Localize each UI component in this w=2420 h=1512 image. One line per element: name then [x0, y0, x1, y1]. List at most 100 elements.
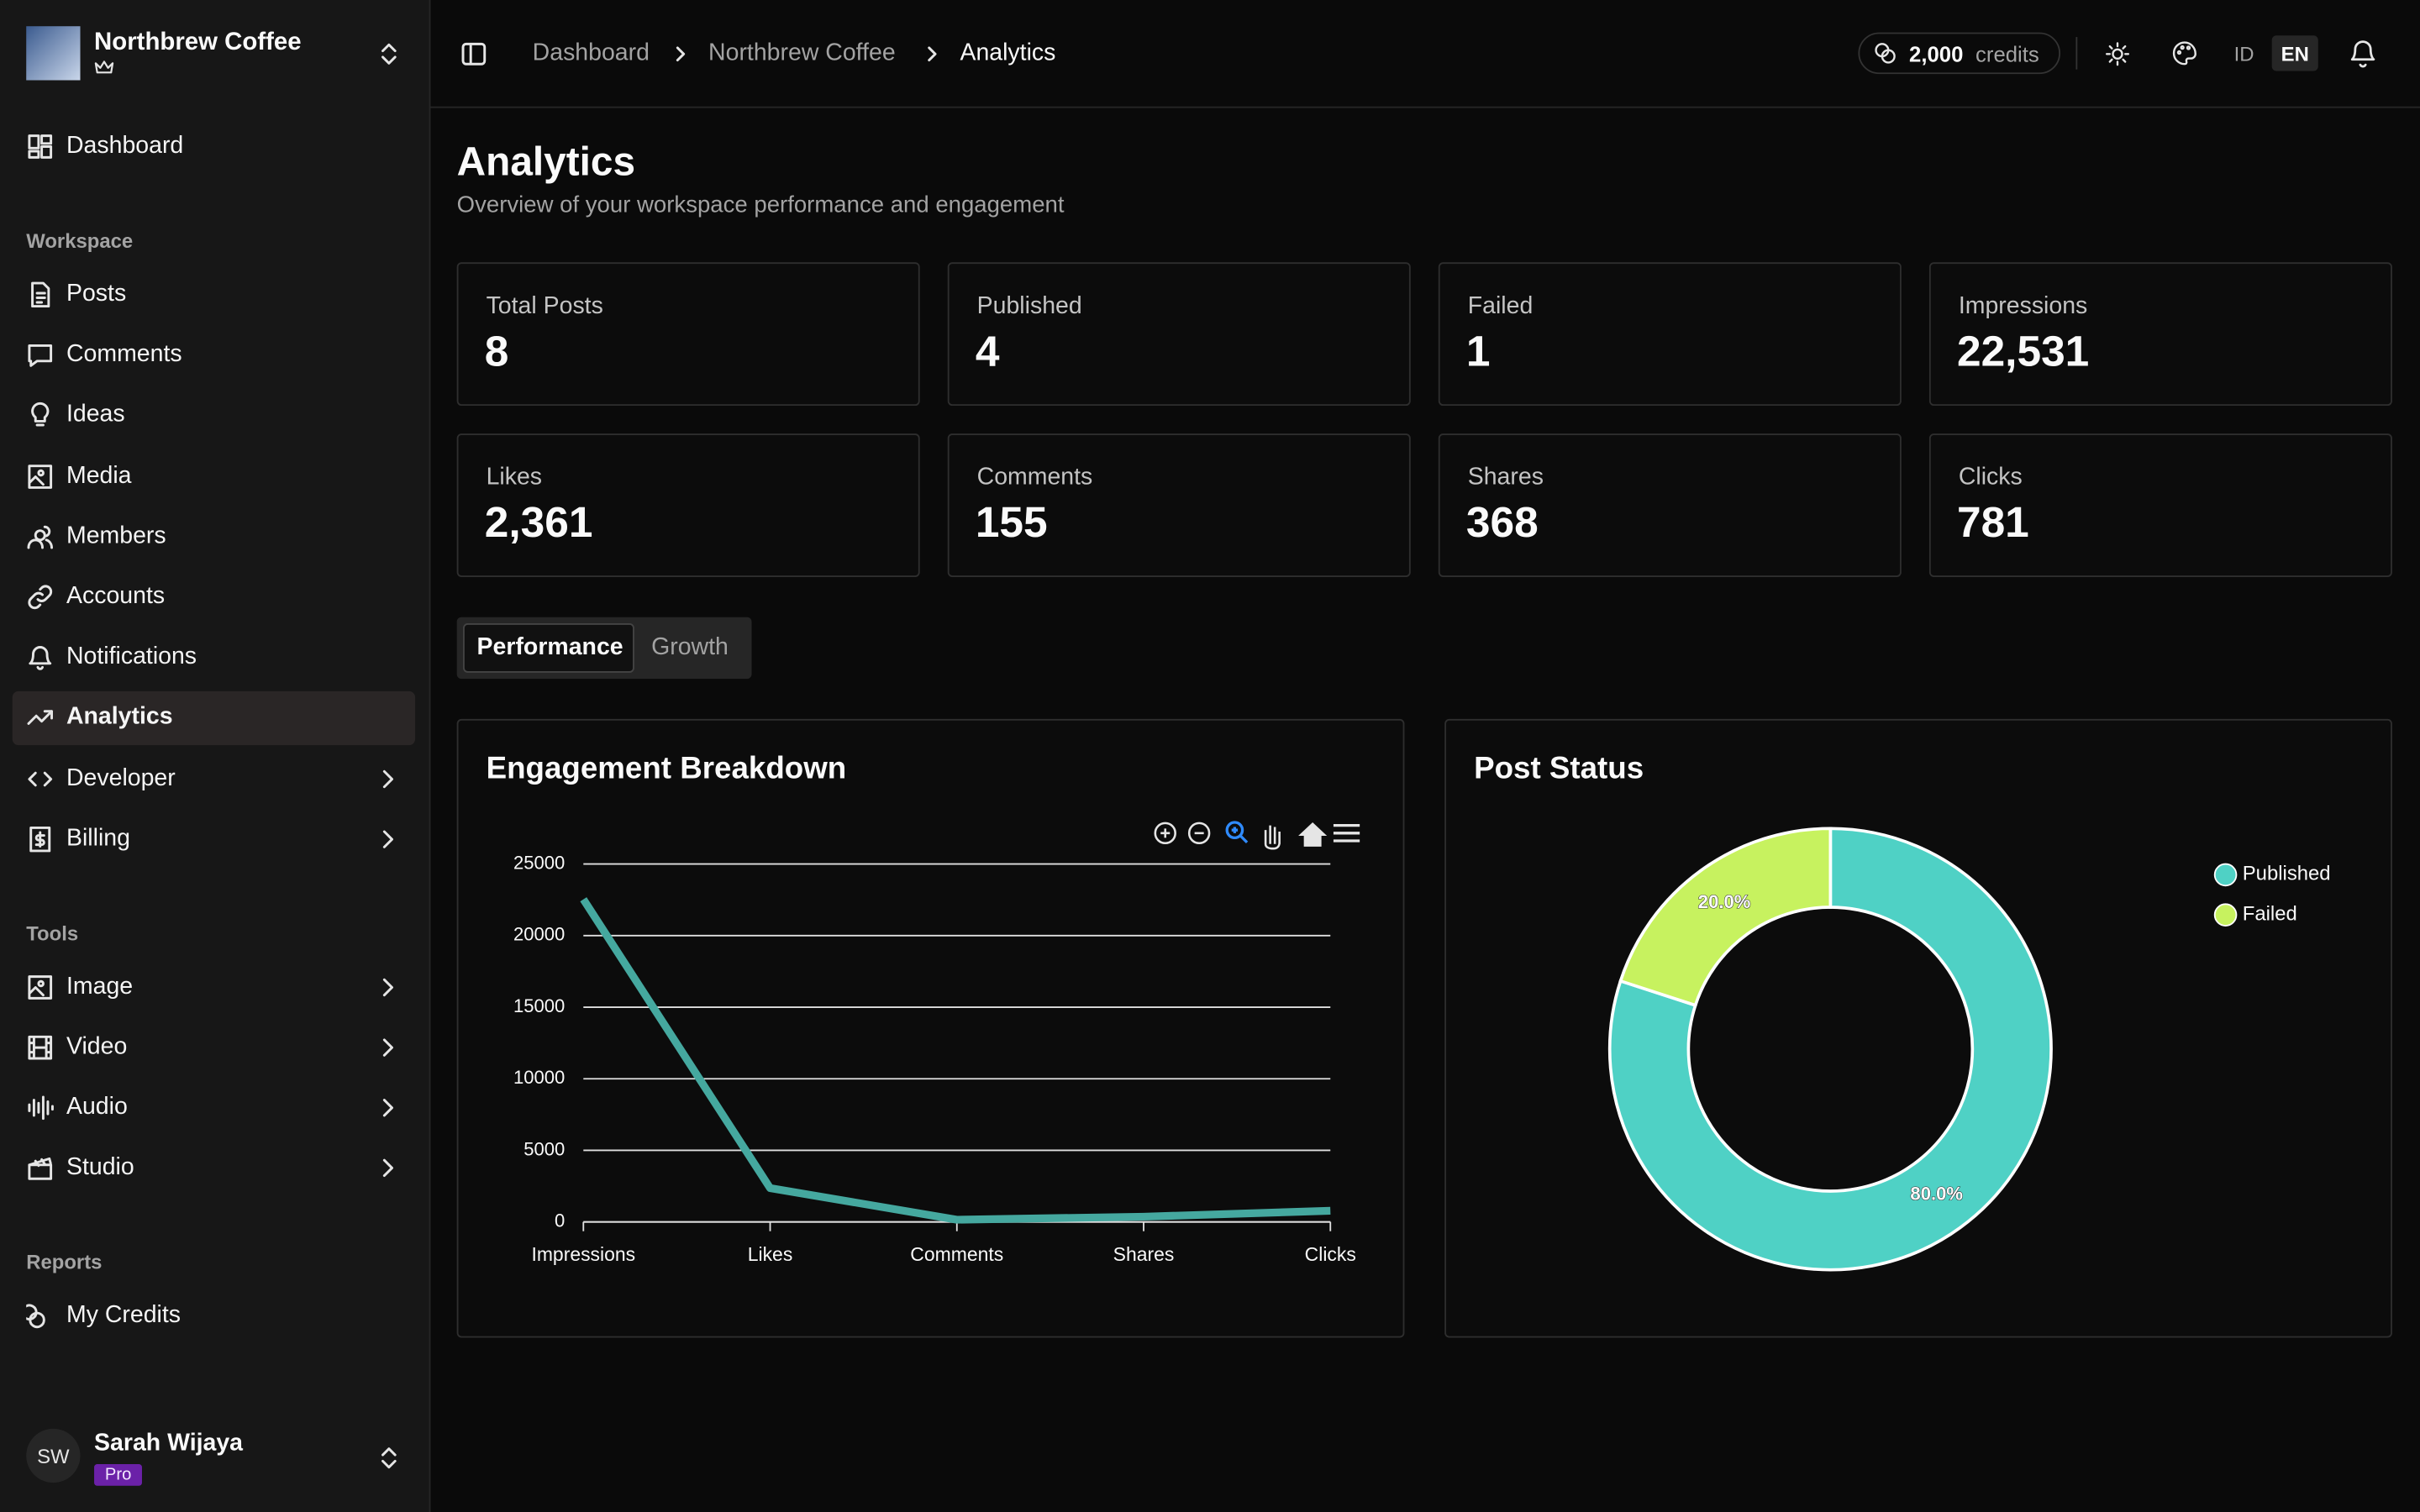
credits-icon [1875, 43, 1896, 64]
submenu-chevron[interactable] [375, 1034, 402, 1062]
nav-item[interactable]: Notifications [66, 643, 197, 670]
x-tick-label: Shares [1113, 1243, 1175, 1265]
active-item-bg [12, 690, 416, 746]
notifications-button[interactable] [2348, 37, 2379, 70]
selection-zoom[interactable] [1225, 821, 1249, 844]
nav-item[interactable]: My Credits [66, 1302, 182, 1330]
user-menu-icon[interactable] [380, 1446, 398, 1470]
nav-icon-shape [28, 770, 53, 786]
stat-card [1928, 262, 2392, 407]
workspace-name: Northbrew Coffee [94, 29, 302, 56]
stat-label: Impressions [1958, 292, 2088, 320]
nav-item[interactable]: Billing [66, 825, 130, 852]
breadcrumb-separator [928, 46, 937, 62]
nav-item[interactable]: Image [66, 973, 134, 1000]
x-tick-label: Clicks [1305, 1243, 1356, 1265]
x-tick-label: Likes [748, 1243, 793, 1265]
nav-item[interactable]: Dashboard [66, 132, 184, 160]
language-option[interactable]: EN [2281, 42, 2309, 66]
avatar-initials: SW [37, 1445, 70, 1468]
avatar [26, 1428, 81, 1483]
nav-icon [28, 1035, 53, 1060]
nav-icon [28, 974, 53, 1000]
breadcrumb[interactable]: Northbrew Coffee [708, 39, 896, 66]
nav-icon [28, 585, 53, 610]
submenu-chevron-shape [382, 830, 394, 848]
nav-icon-shape [31, 281, 50, 308]
nav-item[interactable]: Accounts [66, 583, 166, 610]
nav-item[interactable]: Analytics [66, 704, 173, 731]
stat-value: 781 [1956, 498, 2029, 547]
chart-title: Post Status [1474, 752, 1644, 786]
submenu-chevron-shape [382, 769, 394, 788]
nav-icon-shape [28, 464, 53, 489]
nav-item[interactable]: Comments [66, 341, 182, 368]
nav-icon-shape [28, 1035, 53, 1060]
language-option[interactable]: ID [2233, 42, 2254, 66]
legend-label: Failed [2243, 902, 2297, 925]
stat-value: 22,531 [1956, 327, 2090, 375]
credits-amount: 2,000 [1909, 41, 1964, 66]
submenu-chevron-shape [382, 978, 394, 996]
nav-icon-shape [28, 1095, 54, 1121]
nav-icon-shape [28, 585, 53, 610]
palette-icon[interactable] [2171, 40, 2197, 66]
credits-pill[interactable] [1858, 32, 2061, 75]
nav-item[interactable]: Video [66, 1033, 128, 1060]
nav-icon [28, 1158, 53, 1181]
nav-icon-shape [28, 134, 53, 159]
nav-item[interactable]: Studio [66, 1154, 134, 1181]
nav-icon [28, 464, 53, 489]
nav-item[interactable]: Posts [66, 281, 127, 307]
stat-card [1928, 433, 2392, 577]
breadcrumb-separator-shape [928, 46, 937, 62]
stat-label: Shares [1467, 464, 1544, 491]
nav-item[interactable]: Members [66, 522, 166, 549]
zoom-out[interactable] [1187, 822, 1211, 845]
nav-icon-shape [27, 710, 54, 726]
nav-item[interactable]: Developer [66, 764, 176, 791]
nav-item[interactable]: Media [66, 462, 132, 489]
nav-item[interactable]: Ideas [66, 402, 125, 428]
legend-swatch [2213, 863, 2238, 887]
y-tick-label: 15000 [513, 995, 565, 1016]
active-tab-bg [463, 623, 634, 673]
y-tick-label: 5000 [523, 1138, 565, 1159]
active-language-bg [2271, 35, 2318, 71]
switcher-icon[interactable] [380, 42, 398, 66]
reset[interactable] [1298, 822, 1328, 847]
submenu-chevron[interactable] [375, 764, 402, 792]
zoom-in[interactable] [1154, 822, 1176, 845]
submenu-chevron[interactable] [375, 1095, 402, 1122]
nav-icon [29, 826, 51, 853]
breadcrumb[interactable]: Dashboard [532, 39, 650, 66]
legend-label: Published [2243, 863, 2331, 885]
breadcrumb-separator-shape [676, 46, 686, 62]
credits-unit: credits [1975, 41, 2039, 66]
nav-icon [31, 402, 50, 428]
stat-card [947, 433, 1411, 577]
pan[interactable] [1264, 825, 1281, 850]
submenu-chevron-shape [382, 1038, 394, 1057]
y-tick-label: 0 [555, 1210, 565, 1231]
donut-slice [1618, 827, 1833, 1008]
submenu-chevron[interactable] [375, 974, 402, 1001]
slice-label: 20.0% [1698, 891, 1751, 912]
x-tick-label: Impressions [531, 1243, 635, 1265]
nav-icon-shape [29, 826, 51, 853]
user-name: Sarah Wijaya [94, 1430, 244, 1457]
nav-item[interactable]: Audio [66, 1094, 128, 1121]
section-label: Workspace [26, 228, 134, 253]
stat-card [1438, 262, 1902, 407]
stat-card [1438, 433, 1902, 577]
menu[interactable] [1333, 824, 1360, 843]
nav-icon [29, 646, 52, 671]
theme-toggle[interactable] [2105, 42, 2130, 66]
sidebar-toggle[interactable] [461, 42, 487, 66]
submenu-chevron[interactable] [375, 825, 402, 853]
tab[interactable]: Growth [651, 633, 729, 661]
tab[interactable]: Performance [476, 633, 623, 661]
submenu-chevron[interactable] [375, 1155, 402, 1183]
